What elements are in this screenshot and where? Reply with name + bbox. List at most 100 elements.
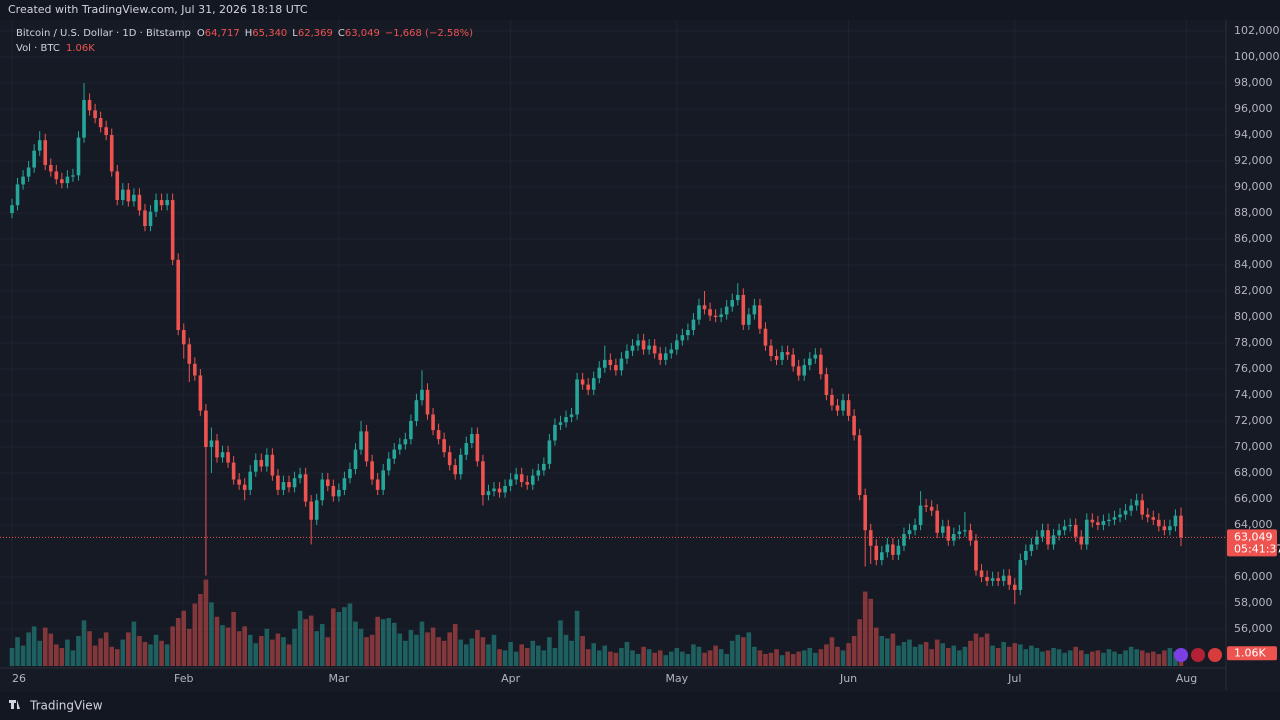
- candle-body: [209, 440, 214, 447]
- candle-body: [974, 540, 978, 571]
- candle-body: [663, 353, 668, 360]
- volume-bar: [486, 644, 491, 666]
- y-tick-label: 78,000: [1234, 336, 1273, 349]
- candle-body: [453, 465, 458, 475]
- candle-body: [159, 200, 164, 206]
- volume-bar: [818, 649, 824, 666]
- volume-bar: [613, 652, 619, 666]
- volume-bar: [87, 631, 92, 666]
- x-tick-label: May: [665, 672, 688, 685]
- candle-body: [658, 353, 663, 360]
- volume-bar: [973, 633, 979, 666]
- candle-body: [148, 211, 153, 227]
- volume-bar: [524, 648, 530, 666]
- volume-bar: [835, 646, 840, 666]
- candle-body: [82, 99, 86, 138]
- candle-body: [198, 375, 203, 411]
- icon[interactable]: [1174, 648, 1188, 662]
- candle-body: [686, 330, 690, 336]
- candle-body: [918, 505, 923, 525]
- volume-bar: [408, 630, 414, 666]
- volume-bar: [585, 649, 591, 666]
- candle-body: [43, 140, 48, 165]
- volume-bar: [1084, 654, 1090, 666]
- volume-bar: [264, 628, 270, 666]
- icon[interactable]: [1191, 648, 1205, 662]
- volume-bar: [480, 637, 486, 666]
- candle-body: [1046, 530, 1050, 545]
- icon[interactable]: [1208, 648, 1222, 662]
- volume-bar: [37, 640, 43, 666]
- candles: [10, 83, 1183, 605]
- candle-body: [154, 200, 158, 212]
- candle-body: [802, 365, 807, 376]
- volume-bar: [42, 627, 48, 666]
- candle-body: [320, 479, 325, 501]
- candle-body: [1162, 526, 1167, 531]
- volume-bar: [813, 652, 818, 666]
- volume-bar: [680, 651, 685, 666]
- candle-body: [1118, 514, 1122, 518]
- volume-bar: [857, 619, 862, 666]
- y-tick-label: 84,000: [1234, 258, 1273, 271]
- candle-body: [752, 305, 757, 315]
- volume-bar: [824, 644, 829, 666]
- volume-bar: [1067, 650, 1073, 666]
- volume-bar: [641, 646, 646, 666]
- candle-body: [1084, 519, 1089, 545]
- volume-bar: [65, 639, 70, 666]
- candle-body: [392, 449, 397, 459]
- candle-body: [691, 319, 696, 331]
- candle-body: [1068, 524, 1072, 527]
- candle-body: [193, 363, 197, 376]
- candle-body: [292, 478, 297, 488]
- candle-body: [276, 475, 280, 490]
- volume-bar: [912, 646, 918, 666]
- volume-bar: [253, 643, 259, 666]
- volume-bar: [962, 646, 968, 666]
- volume-bar: [702, 652, 707, 666]
- y-tick-label: 76,000: [1234, 362, 1273, 375]
- volume-bar: [846, 643, 851, 666]
- volume-bar: [358, 628, 364, 666]
- volume-bar: [148, 644, 153, 666]
- volume-bar: [990, 645, 995, 666]
- volume-bar: [779, 655, 785, 666]
- candle-body: [442, 439, 446, 453]
- ohlc-key: H: [245, 28, 253, 39]
- volume-bar: [1150, 651, 1156, 666]
- candle-body: [1029, 544, 1034, 551]
- volume-bar: [375, 616, 380, 666]
- candle-body: [492, 488, 496, 492]
- volume-bar: [342, 607, 347, 666]
- volume-bar: [441, 640, 447, 666]
- candle-body: [763, 328, 768, 346]
- last-price-label: 63,049: [1234, 530, 1273, 543]
- volume-bar: [397, 633, 403, 666]
- candle-body: [985, 576, 989, 581]
- candle-body: [298, 474, 302, 479]
- x-tick-label: Aug: [1176, 672, 1197, 685]
- y-tick-label: 94,000: [1234, 128, 1273, 141]
- y-tick-label: 60,000: [1234, 570, 1273, 583]
- volume-bar: [452, 624, 458, 666]
- candle-body: [375, 479, 380, 490]
- candle-body: [187, 344, 192, 364]
- volume-bar: [469, 638, 475, 666]
- volume-bar: [198, 594, 203, 666]
- volume-label: 1.06K: [1234, 646, 1266, 659]
- candle-body: [204, 410, 208, 447]
- y-tick-label: 56,000: [1234, 622, 1273, 635]
- volume-bar: [1062, 652, 1067, 666]
- candle-body: [929, 506, 934, 511]
- volume-bar: [231, 612, 236, 666]
- volume-bar: [851, 636, 857, 666]
- candle-body: [719, 314, 723, 318]
- candle-body: [979, 570, 984, 577]
- candle-body: [137, 194, 142, 211]
- volume-bar: [547, 637, 552, 666]
- x-tick-label: Jul: [1007, 672, 1021, 685]
- volume-pane: [9, 579, 1184, 666]
- candle-body: [409, 420, 413, 440]
